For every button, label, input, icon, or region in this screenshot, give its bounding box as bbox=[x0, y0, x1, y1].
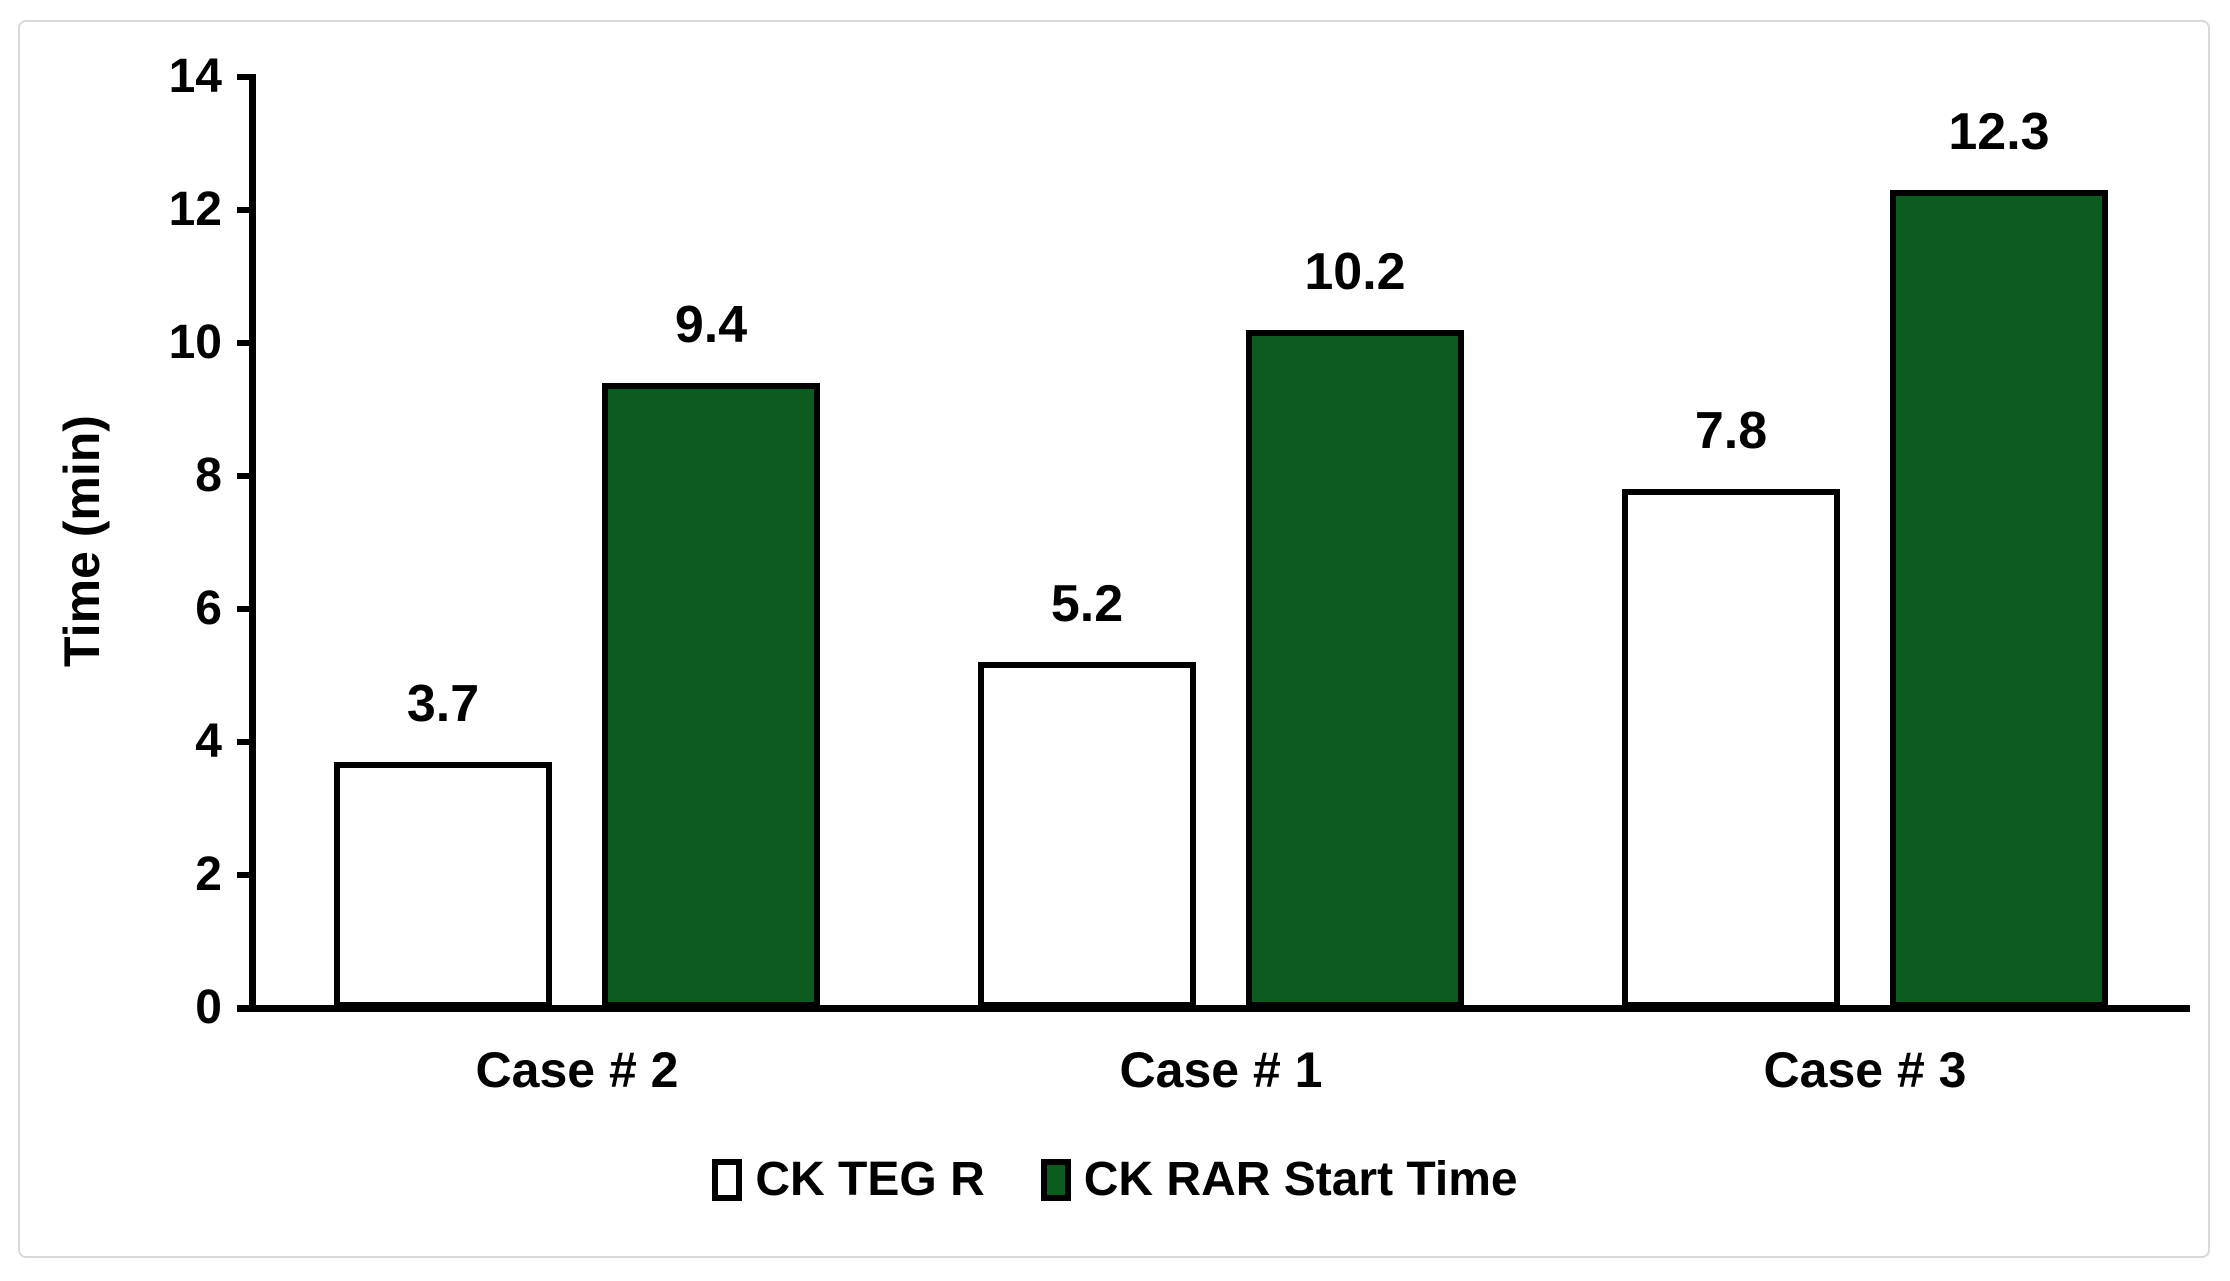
y-tick-label: 14 bbox=[168, 50, 222, 103]
y-tick-label: 2 bbox=[195, 848, 222, 901]
legend: CK TEG R CK RAR Start Time bbox=[0, 1148, 2230, 1212]
bar-value-label: 5.2 bbox=[1050, 575, 1124, 634]
y-tick-label: 6 bbox=[195, 582, 222, 635]
y-tick-mark bbox=[237, 74, 255, 80]
y-tick-mark bbox=[237, 872, 255, 878]
legend-swatch bbox=[1040, 1159, 1071, 1201]
bar bbox=[1890, 190, 2108, 1008]
legend-item: CK TEG R bbox=[712, 1148, 985, 1212]
y-tick-label: 12 bbox=[168, 183, 222, 236]
legend-label: CK RAR Start Time bbox=[1083, 1153, 1518, 1206]
bar bbox=[1246, 329, 1464, 1008]
y-tick-label: 8 bbox=[195, 449, 222, 502]
legend-label: CK TEG R bbox=[755, 1153, 985, 1206]
x-axis-line bbox=[237, 1005, 2190, 1012]
y-tick-mark bbox=[237, 739, 255, 745]
bar-value-label: 3.7 bbox=[406, 674, 480, 733]
bar-value-label: 7.8 bbox=[1694, 402, 1768, 461]
bar-value-label: 12.3 bbox=[1948, 103, 2050, 162]
y-tick-label: 0 bbox=[195, 981, 222, 1034]
bar bbox=[978, 662, 1196, 1008]
bar bbox=[334, 761, 552, 1008]
y-tick-mark bbox=[237, 473, 255, 479]
y-tick-label: 10 bbox=[168, 316, 222, 369]
bar-value-label: 9.4 bbox=[674, 295, 748, 354]
legend-item: CK RAR Start Time bbox=[1040, 1148, 1518, 1212]
chart-frame bbox=[18, 20, 2210, 1258]
x-category-label: Case # 2 bbox=[475, 1042, 679, 1098]
x-category-label: Case # 3 bbox=[1763, 1042, 1967, 1098]
bar-value-label: 10.2 bbox=[1304, 242, 1406, 301]
x-category-label: Case # 1 bbox=[1119, 1042, 1323, 1098]
y-tick-mark bbox=[237, 207, 255, 213]
legend-swatch bbox=[712, 1159, 743, 1201]
bar bbox=[1622, 489, 1840, 1008]
y-tick-mark bbox=[237, 606, 255, 612]
y-tick-mark bbox=[237, 340, 255, 346]
y-axis-line bbox=[249, 74, 256, 1012]
y-tick-label: 4 bbox=[195, 715, 222, 768]
bar bbox=[602, 382, 820, 1008]
